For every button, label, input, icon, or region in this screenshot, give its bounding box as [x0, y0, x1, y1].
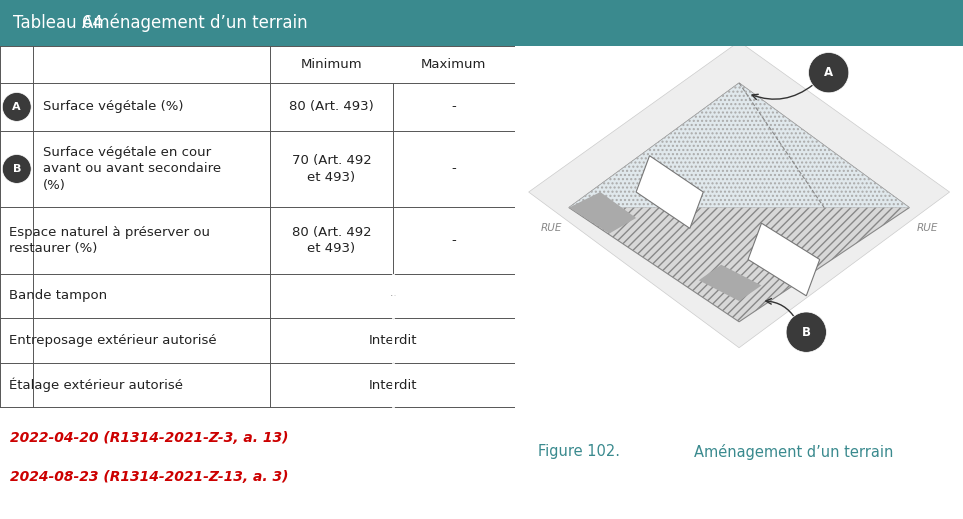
Text: 80 (Art. 492
et 493): 80 (Art. 492 et 493): [292, 226, 372, 255]
Text: B: B: [802, 325, 811, 339]
Polygon shape: [569, 192, 637, 234]
Bar: [515, 0, 963, 46]
Text: RUE: RUE: [540, 223, 561, 234]
Text: 70 (Art. 492
et 493): 70 (Art. 492 et 493): [292, 154, 372, 184]
Text: Surface végétale (%): Surface végétale (%): [42, 100, 183, 114]
Polygon shape: [529, 42, 950, 348]
Text: Interdit: Interdit: [369, 334, 417, 347]
Text: Interdit: Interdit: [369, 378, 417, 392]
Text: Figure 102.: Figure 102.: [537, 444, 619, 459]
Text: 2022-04-20 (R1314-2021-Z-3, a. 13): 2022-04-20 (R1314-2021-Z-3, a. 13): [11, 431, 289, 445]
Ellipse shape: [2, 92, 31, 121]
Text: Maximum: Maximum: [421, 58, 486, 71]
Text: 80 (Art. 493): 80 (Art. 493): [289, 100, 374, 114]
Ellipse shape: [786, 312, 826, 352]
Polygon shape: [748, 223, 820, 296]
Text: Aménagement d’un terrain: Aménagement d’un terrain: [83, 13, 308, 32]
Text: Aménagement d’un terrain: Aménagement d’un terrain: [694, 444, 894, 459]
Text: -: -: [452, 100, 456, 114]
Text: Entreposage extérieur autorisé: Entreposage extérieur autorisé: [10, 334, 217, 347]
Polygon shape: [569, 83, 909, 208]
Text: Bande tampon: Bande tampon: [10, 289, 108, 303]
Text: A: A: [824, 66, 833, 79]
Text: Surface végétale en cour
avant ou avant secondaire
(%): Surface végétale en cour avant ou avant …: [42, 146, 221, 192]
Ellipse shape: [2, 155, 31, 183]
Ellipse shape: [809, 52, 848, 93]
Text: 2024-08-23 (R1314-2021-Z-13, a. 3): 2024-08-23 (R1314-2021-Z-13, a. 3): [11, 470, 289, 484]
Text: A: A: [13, 102, 21, 112]
Polygon shape: [637, 156, 703, 228]
Text: RUE: RUE: [917, 223, 938, 234]
Text: Tableau 64: Tableau 64: [13, 14, 103, 32]
Text: -: -: [452, 162, 456, 175]
Text: -: -: [390, 289, 395, 303]
Text: Minimum: Minimum: [300, 58, 362, 71]
Polygon shape: [699, 265, 762, 301]
Bar: [0, 0, 515, 46]
Text: Étalage extérieur autorisé: Étalage extérieur autorisé: [10, 378, 183, 392]
Text: Espace naturel à préserver ou
restaurer (%): Espace naturel à préserver ou restaurer …: [10, 226, 210, 255]
Polygon shape: [569, 83, 909, 322]
Text: -: -: [452, 234, 456, 247]
Text: B: B: [13, 164, 21, 174]
